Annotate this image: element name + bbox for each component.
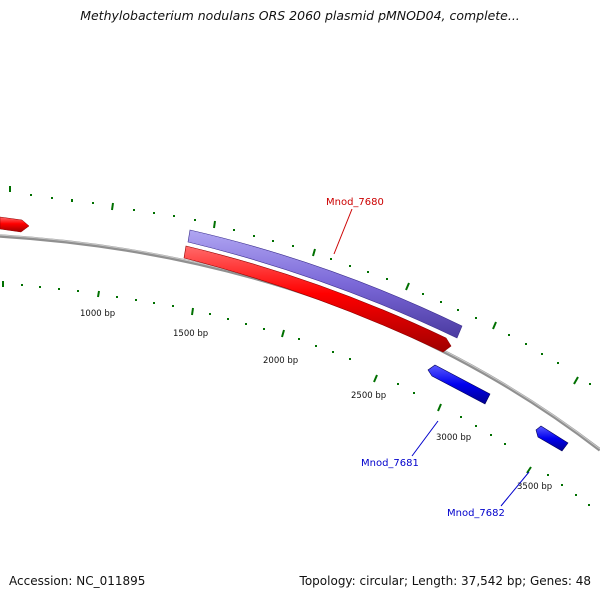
- scale-label-1000: 1000 bp: [80, 309, 115, 319]
- map-title: Methylobacterium nodulans ORS 2060 plasm…: [80, 8, 520, 23]
- cds-feature-mnod-7680[interactable]: [187, 229, 463, 339]
- gene-label-mnod-7680[interactable]: Mnod_7680: [326, 197, 384, 208]
- gene-label-mnod-7682[interactable]: Mnod_7682: [447, 508, 505, 519]
- tick-mark: [437, 403, 442, 412]
- outer-tick-ring: [9, 186, 591, 385]
- gene-arrow-mnod-7682[interactable]: [535, 425, 569, 452]
- scale-label-3000: 3000 bp: [436, 433, 471, 443]
- tick-mark: [111, 202, 114, 211]
- scale-label-1500: 1500 bp: [173, 329, 208, 339]
- inner-tick-ring: [2, 281, 590, 506]
- tick-mark: [312, 248, 316, 257]
- scale-label-2000: 2000 bp: [263, 356, 298, 366]
- leader-line-mnod-7681: [411, 420, 439, 457]
- tick-mark: [405, 282, 410, 291]
- gene-label-mnod-7681[interactable]: Mnod_7681: [361, 458, 419, 469]
- accession-text: Accession: NC_011895: [9, 574, 146, 588]
- scale-label-3500: 3500 bp: [517, 482, 552, 492]
- tick-mark: [97, 290, 100, 298]
- leader-line-mnod-7682: [500, 471, 530, 507]
- tick-mark: [526, 466, 532, 474]
- scale-label-2500: 2500 bp: [351, 391, 386, 401]
- tick-mark: [373, 374, 378, 383]
- tick-mark: [573, 376, 579, 385]
- gene-arrow-forward[interactable]: [0, 216, 30, 233]
- tick-mark: [191, 307, 194, 316]
- topology-text: Topology: circular; Length: 37,542 bp; G…: [299, 574, 591, 588]
- tick-mark: [213, 220, 216, 229]
- gene-arrow-mnod-7681[interactable]: [427, 364, 491, 405]
- leader-line-mnod-7680: [333, 208, 353, 255]
- tick-mark: [281, 329, 285, 338]
- tick-mark: [492, 321, 497, 330]
- gene-arrow-mnod-7680[interactable]: [183, 245, 452, 353]
